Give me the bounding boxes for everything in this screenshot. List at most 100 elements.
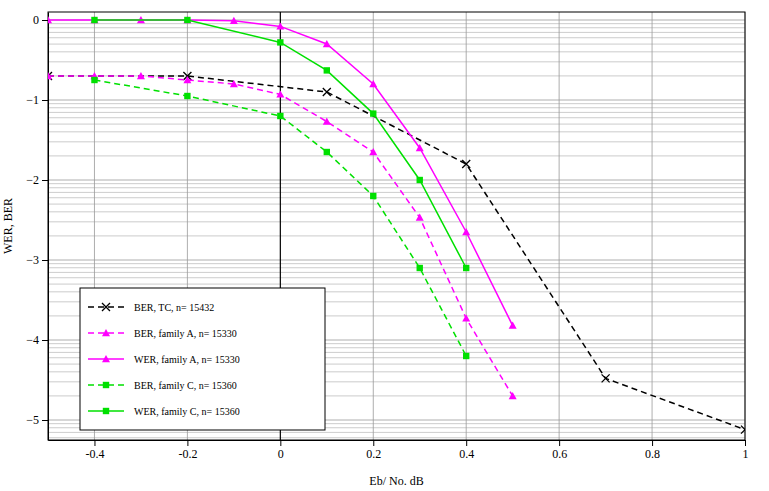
series-marker [137,72,145,79]
x-tick-mark [373,440,374,446]
x-tick: 1 [743,440,749,461]
series-marker [276,90,284,97]
minor-grid-line [48,272,745,273]
y-tick-mark [42,20,48,21]
grid-line [373,12,374,440]
minor-grid-line [48,437,745,438]
legend-marker [102,329,110,336]
x-axis-line [49,440,746,441]
minor-grid-line [48,277,745,278]
grid-line [48,180,745,181]
series-marker [277,39,283,45]
minor-grid-line [48,32,745,33]
grid-line [48,100,745,101]
plot-frame [48,12,745,440]
series-marker [323,88,331,96]
series-marker [230,17,238,24]
legend-box [80,288,325,430]
legend-marker [103,408,109,414]
x-tick: 0.2 [366,440,381,461]
grid-line [466,12,467,440]
minor-grid-line [48,107,745,108]
series-line [48,20,513,326]
minor-grid-line [48,23,745,24]
x-tick-mark [466,440,467,446]
x-tick-label: -0.2 [178,447,197,461]
minor-grid-line [48,197,745,198]
x-tick-mark [94,440,95,446]
series-marker [369,80,377,87]
legend-marker [102,355,110,362]
grid-line [652,12,653,440]
series-marker [323,118,331,125]
x-tick-label: 0.4 [459,447,474,461]
y-tick-mark [42,260,48,261]
minor-grid-line [48,432,745,433]
y-tick-mark [42,180,48,181]
series-line [94,20,466,268]
series-marker [416,214,424,221]
series-marker [463,353,469,359]
y-tick: 0 [33,13,48,27]
series-marker [509,322,517,329]
minor-grid-line [48,103,745,104]
series-marker [277,113,283,119]
minor-grid-line [48,204,745,205]
y-tick-label: −4 [26,333,39,347]
minor-grid-line [48,141,745,142]
y-tick-mark [42,420,48,421]
grid-line [48,260,745,261]
x-tick-mark [652,440,653,446]
series-marker [91,17,97,23]
y-tick-label: −2 [26,173,39,187]
minor-grid-line [48,211,745,212]
y-tick-label: −5 [26,413,39,427]
x-axis-title: Eb/ No. dB [369,474,423,488]
y-tick: −4 [26,333,48,347]
minor-grid-line [48,284,745,285]
chart: -0.4-0.200.20.40.60.810−1−2−3−4−5Eb/ No.… [0,0,769,491]
series-marker [230,80,238,87]
minor-grid-line [48,61,745,62]
x-tick-label: 0.8 [645,447,660,461]
x-tick-mark [187,440,188,446]
legend-label: WER, family A, n= 15330 [134,354,240,365]
series-marker [323,40,331,47]
series-marker [91,77,97,83]
plot: -0.4-0.200.20.40.60.810−1−2−3−4−5 [26,12,749,461]
minor-grid-line [48,27,745,28]
y-tick-mark [42,100,48,101]
grid [48,12,745,440]
series-marker [184,93,190,99]
series-marker [48,72,52,79]
x-tick-label: 0 [278,447,284,461]
x-tick-label: 1 [743,447,749,461]
series-marker [183,16,191,23]
minor-grid-line [48,235,745,236]
minor-grid-line [48,44,745,45]
series-marker [184,17,190,23]
y-tick: −3 [26,253,48,267]
x-tick-label: -0.4 [85,447,104,461]
y-axis: 0 −1 −2 −3 −4 −5 [26,13,48,441]
grid-line [559,12,560,440]
minor-grid-line [48,51,745,52]
legend-marker [103,382,109,388]
series-marker [417,177,423,183]
series-marker [324,67,330,73]
x-tick: 0.4 [459,440,474,461]
minor-grid-line [48,263,745,264]
series-marker [90,16,98,23]
series-marker [462,228,470,235]
minor-grid-line [48,187,745,188]
x-tick-mark [280,440,281,446]
y-tick: −1 [26,93,48,107]
minor-grid-line [48,155,745,156]
y-tick-mark [42,340,48,341]
series-marker [369,148,377,155]
y-tick-label: 0 [33,13,39,27]
y-tick: −5 [26,413,48,427]
series-marker [741,426,745,434]
series-marker [324,149,330,155]
series-marker [276,22,284,29]
